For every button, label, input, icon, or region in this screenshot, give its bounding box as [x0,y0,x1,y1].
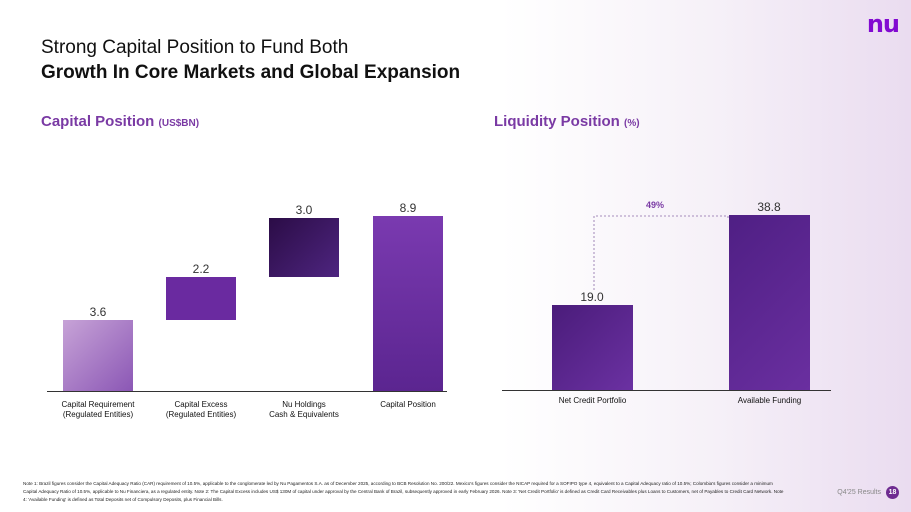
footnote: Note 1: Brazil figures consider the Capi… [23,481,784,502]
capital-value-label-2: 2.2 [192,261,210,276]
capital-bar-2 [166,276,236,321]
capital-value-label-4: 8.9 [399,200,417,215]
liquidity-value-label-1: 19.0 [580,289,604,304]
capital-value-label-1: 3.6 [89,305,107,320]
capital-category-label-1: Capital Requirement (Regulated Entities) [61,400,135,419]
page-number: 18 [886,486,899,499]
capital-value-label-3: 3.0 [295,202,313,217]
capital-position-heading: Capital Position (US$BN) [41,113,199,130]
capital-bar-3 [269,217,339,277]
liquidity-position-chart: 19.0 Net Credit Portfolio 38.8 Available Fu… [552,200,810,405]
liquidity-category-label-2: Available Funding [737,396,802,405]
liquidity-ratio-bracket [593,215,729,290]
footer-label: Q4'25 Results [837,489,881,496]
capital-chart-axis [47,391,447,392]
liquidity-bar-1 [552,304,633,390]
liquidity-position-heading: Liquidity Position (%) [494,113,640,130]
capital-heading-text: Capital Position [41,113,155,130]
nu-logo: nu [866,10,900,38]
capital-category-label-3: Nu Holdings Cash & Equivalents [269,400,339,419]
capital-bar-4 [373,215,443,391]
liquidity-category-label-1: Net Credit Portfolio [558,396,627,405]
liquidity-value-label-2: 38.8 [757,200,781,215]
capital-heading-unit: (US$BN) [158,118,200,129]
capital-bar-1 [63,320,133,391]
footer: Q4'25 Results 18 [837,486,899,499]
capital-category-label-4: Capital Position [380,400,436,409]
page-title-line1: Strong Capital Position to Fund Both [41,37,349,58]
liquidity-heading-text: Liquidity Position [494,113,620,130]
capital-category-label-2: Capital Excess (Regulated Entities) [165,400,237,419]
page-title-line2: Growth In Core Markets and Global Expans… [41,62,461,83]
liquidity-bar-2 [729,215,810,390]
capital-position-chart: 3.6 Capital Requirement (Regulated Entitie… [0,0,480,430]
liquidity-chart-axis [502,390,831,391]
liquidity-heading-unit: (%) [624,118,640,129]
liquidity-ratio-label: 49% [646,200,665,210]
